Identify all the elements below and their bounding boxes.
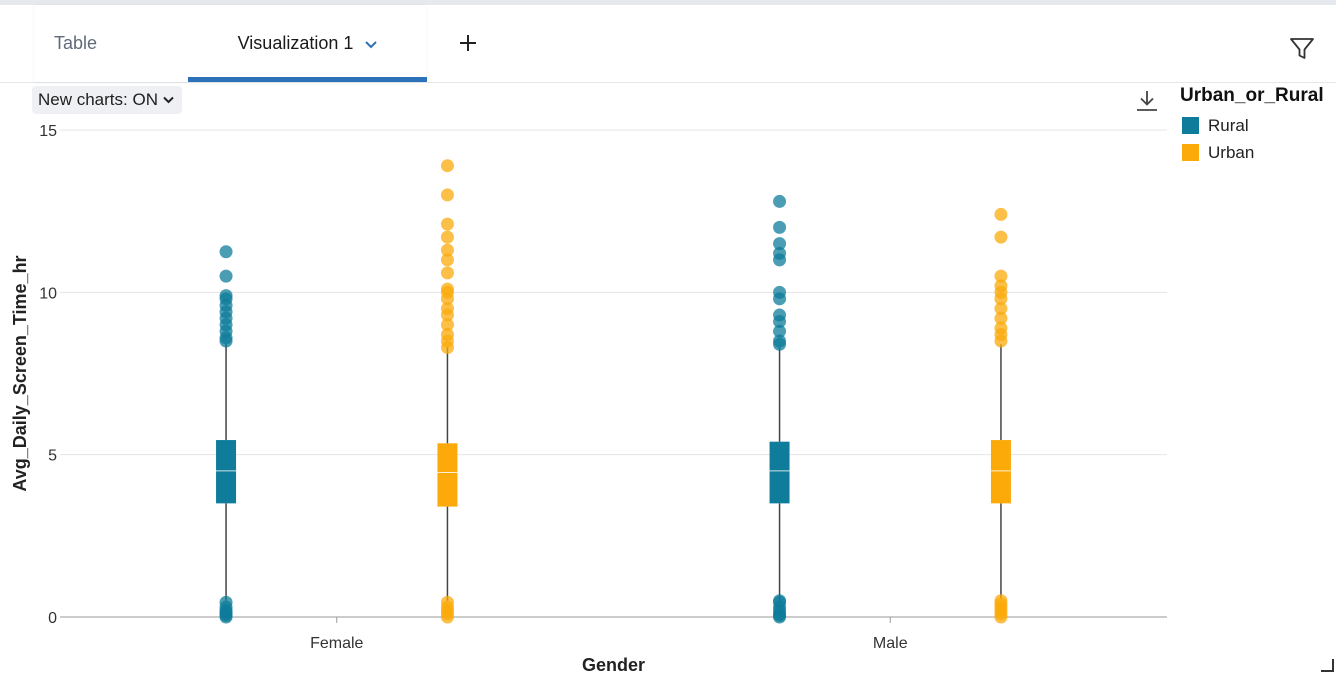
box-iqr bbox=[990, 440, 1011, 504]
y-tick-label: 5 bbox=[48, 448, 57, 465]
outlier-point bbox=[994, 279, 1008, 293]
outlier-point bbox=[773, 285, 787, 299]
tab-table[interactable]: Table bbox=[54, 5, 97, 82]
tab-group-panel bbox=[34, 5, 426, 82]
plus-icon[interactable] bbox=[456, 31, 480, 55]
outlier-point bbox=[994, 230, 1008, 244]
outlier-point bbox=[440, 243, 454, 257]
chevron-down-icon[interactable] bbox=[365, 40, 378, 49]
x-tick-label: Male bbox=[873, 635, 908, 652]
y-tick-label: 15 bbox=[39, 123, 57, 140]
outlier-point bbox=[994, 594, 1008, 608]
x-axis-title: Gender bbox=[582, 655, 645, 675]
outlier-point bbox=[773, 246, 787, 260]
outlier-point bbox=[994, 207, 1008, 221]
outlier-point bbox=[440, 188, 454, 202]
outlier-point bbox=[440, 318, 454, 332]
outlier-point bbox=[773, 220, 787, 234]
outlier-point bbox=[219, 595, 233, 609]
outlier-point bbox=[773, 594, 787, 608]
legend: Urban_or_Rural Rural Urban bbox=[1180, 85, 1324, 166]
outlier-point bbox=[440, 302, 454, 316]
legend-swatch-urban bbox=[1182, 144, 1199, 161]
outlier-point bbox=[773, 334, 787, 348]
y-tick-label: 0 bbox=[48, 610, 57, 627]
outlier-point bbox=[994, 302, 1008, 316]
outlier-point bbox=[994, 311, 1008, 325]
chevron-down-icon bbox=[163, 96, 174, 104]
outlier-point bbox=[440, 328, 454, 342]
box-iqr bbox=[769, 441, 790, 504]
filter-funnel-icon[interactable] bbox=[1289, 36, 1315, 62]
y-axis-title: Avg_Daily_Screen_Time_hr bbox=[10, 255, 30, 491]
tab-bar: Table Visualization 1 bbox=[0, 5, 1336, 83]
legend-label-urban: Urban bbox=[1208, 142, 1255, 162]
outlier-point bbox=[440, 266, 454, 280]
outlier-point bbox=[773, 324, 787, 338]
box-iqr bbox=[437, 443, 458, 507]
box-iqr bbox=[216, 440, 237, 504]
legend-item-urban[interactable]: Urban bbox=[1180, 139, 1324, 166]
outlier-point bbox=[440, 595, 454, 609]
tab-table-label: Table bbox=[54, 33, 98, 53]
new-charts-label: New charts: ON bbox=[38, 90, 158, 109]
outlier-point bbox=[440, 159, 454, 173]
outlier-point bbox=[219, 245, 233, 259]
legend-title: Urban_or_Rural bbox=[1180, 85, 1324, 106]
outlier-point bbox=[440, 253, 454, 267]
outlier-point bbox=[440, 230, 454, 244]
legend-label-rural: Rural bbox=[1208, 115, 1249, 135]
legend-swatch-rural bbox=[1182, 117, 1199, 134]
outlier-point bbox=[440, 282, 454, 296]
outlier-point bbox=[219, 289, 233, 303]
outlier-point bbox=[994, 321, 1008, 335]
active-tab-indicator bbox=[188, 77, 427, 82]
legend-item-rural[interactable]: Rural bbox=[1180, 112, 1324, 139]
outlier-point bbox=[219, 269, 233, 283]
outlier-point bbox=[994, 269, 1008, 283]
tab-visualization-1[interactable]: Visualization 1 bbox=[188, 5, 427, 82]
download-icon[interactable] bbox=[1134, 88, 1160, 114]
outlier-point bbox=[773, 237, 787, 251]
window-top-edge bbox=[0, 0, 1336, 5]
outlier-point bbox=[440, 217, 454, 231]
x-tick-label: Female bbox=[310, 635, 363, 652]
tab-visualization-label: Visualization 1 bbox=[237, 33, 354, 53]
y-tick-label: 10 bbox=[39, 285, 57, 302]
outlier-point bbox=[773, 194, 787, 208]
resize-grip-icon[interactable] bbox=[1320, 658, 1334, 672]
new-charts-toggle[interactable]: New charts: ON bbox=[32, 86, 182, 114]
outlier-point bbox=[773, 308, 787, 322]
